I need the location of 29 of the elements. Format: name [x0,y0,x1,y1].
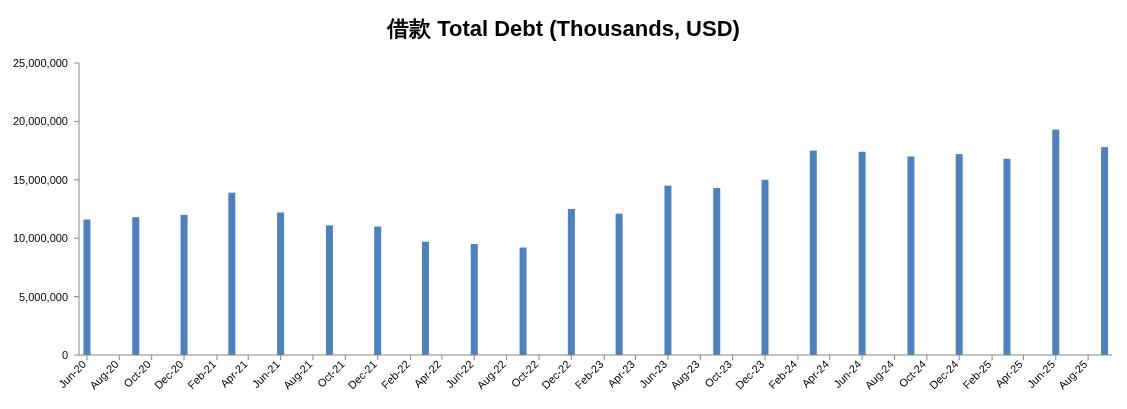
bar [132,217,140,355]
bar [421,241,429,355]
bar [519,247,527,355]
y-tick-label: 0 [61,349,68,361]
bar [470,244,478,355]
bar [1101,147,1109,355]
bar [664,185,672,355]
y-tick-label: 10,000,000 [12,232,68,245]
bar [955,154,963,355]
bar [858,151,866,355]
y-tick-label: 20,000,000 [12,115,68,128]
bar [1052,129,1060,355]
bar [325,225,333,355]
bar [180,214,188,355]
bar [713,187,721,355]
y-tick-label: 15,000,000 [12,173,68,186]
bar [761,179,769,355]
bar [567,209,575,355]
bar [277,212,285,355]
bar [1003,158,1011,355]
bar [374,226,382,355]
bar [615,213,623,355]
y-tick-label: 5,000,000 [19,290,68,303]
chart-title: 借款 Total Debt (Thousands, USD) [386,16,740,41]
y-tick-label: 25,000,000 [12,57,68,69]
bar [83,219,91,355]
bar [809,150,817,355]
bar [228,192,236,355]
bar [907,156,915,355]
